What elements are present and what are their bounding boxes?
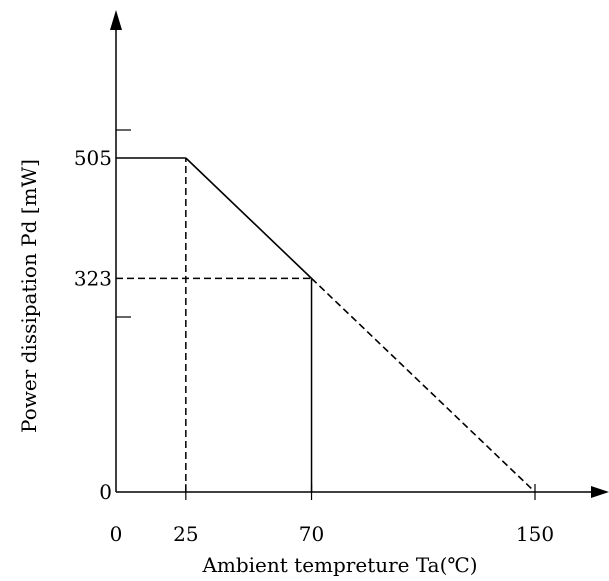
y-ticks: 0 323 505 <box>74 146 112 504</box>
series-group <box>116 157 536 493</box>
y-axis-arrow <box>110 10 122 30</box>
y-tick-label-2: 505 <box>74 146 112 170</box>
y-axis-title: Power dissipation Pd [mW] <box>17 159 41 433</box>
x-axis-title: Ambient tempreture Ta(℃) <box>201 553 477 577</box>
series-1-segment-0 <box>310 277 536 493</box>
series-0-segment-1 <box>185 157 313 279</box>
y-tick-label-1: 323 <box>74 266 112 290</box>
x-ticks: 0 25 70 150 <box>110 484 554 546</box>
x-tick-label-2: 70 <box>299 522 324 546</box>
x-tick-label-1: 25 <box>173 522 198 546</box>
x-tick-label-0: 0 <box>110 522 123 546</box>
x-axis-arrow <box>591 486 609 498</box>
reference-lines <box>116 158 313 492</box>
y-tick-label-0: 0 <box>99 480 112 504</box>
x-tick-label-3: 150 <box>516 522 554 546</box>
